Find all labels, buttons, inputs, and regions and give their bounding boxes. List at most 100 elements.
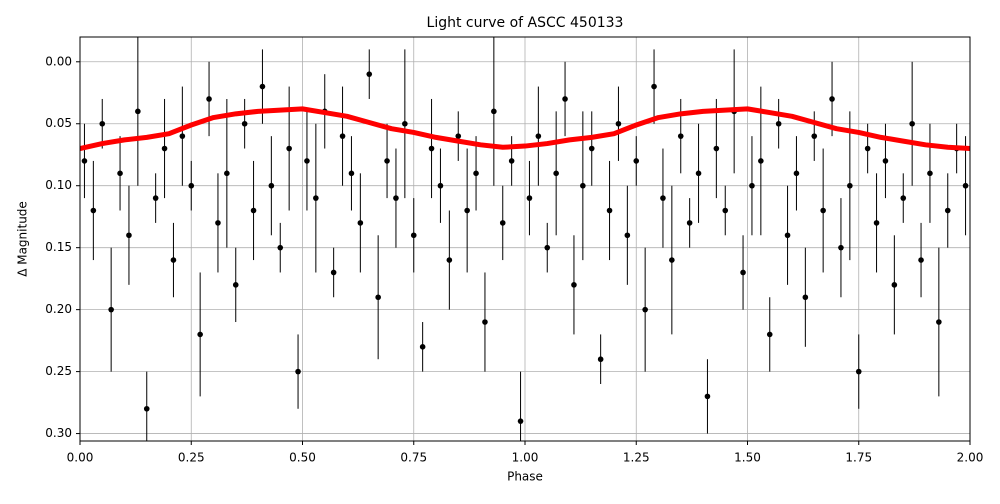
x-tick-label: 1.75 [845, 451, 872, 465]
data-point [428, 145, 435, 152]
data-point [286, 145, 292, 152]
plot-frame [79, 36, 971, 442]
data-point [936, 319, 942, 325]
data-point [402, 120, 408, 127]
data-point [847, 182, 853, 189]
data-point [152, 195, 159, 201]
data-point [873, 220, 880, 226]
data-point [499, 220, 506, 226]
data-point [90, 207, 97, 214]
data-point [126, 232, 132, 239]
data-point [206, 96, 212, 102]
data-point [829, 96, 835, 102]
data-point [775, 120, 782, 127]
data-point [232, 282, 239, 288]
data-point [339, 133, 346, 139]
data-point [419, 344, 426, 350]
data-point [588, 145, 595, 152]
x-tick-label: 1.50 [734, 451, 761, 465]
data-point [793, 170, 800, 177]
data-point [597, 356, 604, 363]
data-point [393, 195, 399, 201]
data-point [624, 232, 631, 239]
y-axis-label: Δ Magnitude [16, 201, 30, 277]
data-point [179, 133, 186, 139]
data-point [962, 182, 969, 189]
data-point [562, 96, 568, 102]
data-point [295, 368, 301, 375]
data-point [580, 182, 586, 189]
data-point [722, 207, 729, 214]
y-tick-label: 0.20 [45, 302, 72, 316]
data-point [677, 133, 684, 139]
data-point [651, 83, 657, 90]
data-point [241, 120, 248, 127]
data-point [740, 269, 746, 276]
data-point [135, 108, 141, 115]
data-point [99, 120, 106, 127]
data-point [348, 170, 355, 177]
data-point [464, 207, 470, 214]
data-point [927, 170, 933, 177]
data-point [535, 133, 542, 139]
data-point [250, 207, 257, 214]
data-point [802, 294, 809, 301]
data-point [820, 207, 826, 214]
data-point [491, 108, 497, 115]
data-point [855, 368, 862, 375]
data-point [375, 294, 381, 301]
data-point [437, 182, 444, 189]
data-point [330, 269, 337, 276]
data-point [758, 158, 764, 164]
data-point [224, 170, 230, 177]
y-tick-label: 0.10 [45, 178, 72, 192]
data-point [313, 195, 319, 201]
data-point [482, 319, 488, 325]
data-point [891, 282, 898, 288]
y-tick-label: 0.05 [45, 116, 72, 130]
data-point [473, 170, 479, 177]
x-tick-label: 0.50 [289, 451, 316, 465]
data-point [909, 120, 915, 127]
data-point [571, 282, 577, 288]
data-point [517, 418, 524, 424]
plot-area [80, 37, 970, 441]
x-tick-label: 0.25 [178, 451, 205, 465]
data-point [143, 405, 150, 412]
data-point [81, 158, 88, 164]
data-point [108, 306, 114, 313]
data-point [366, 71, 373, 77]
data-point [642, 306, 648, 313]
data-point [749, 182, 755, 189]
data-point [695, 170, 702, 177]
y-tick-label: 0.15 [45, 240, 72, 254]
x-tick-label: 1.25 [623, 451, 650, 465]
data-point [660, 195, 666, 201]
data-point [784, 232, 791, 239]
data-point [918, 257, 924, 263]
data-point [944, 207, 951, 214]
data-point [410, 232, 417, 239]
data-point [197, 331, 203, 338]
data-point [544, 244, 551, 251]
data-point [704, 393, 711, 400]
data-point [766, 331, 773, 338]
data-point [606, 207, 613, 214]
data-point [259, 83, 266, 90]
data-point [526, 195, 533, 201]
data-point [215, 220, 221, 226]
x-tick-label: 0.00 [67, 451, 94, 465]
binned-curve [80, 106, 970, 152]
data-point [455, 133, 462, 139]
data-point [508, 158, 515, 164]
data-point [633, 158, 640, 164]
data-point [161, 145, 168, 152]
x-tick-label: 1.00 [512, 451, 539, 465]
data-point [304, 158, 310, 164]
data-point [446, 257, 453, 263]
data-point [811, 133, 818, 139]
data-point [277, 244, 284, 251]
data-point [686, 220, 693, 226]
